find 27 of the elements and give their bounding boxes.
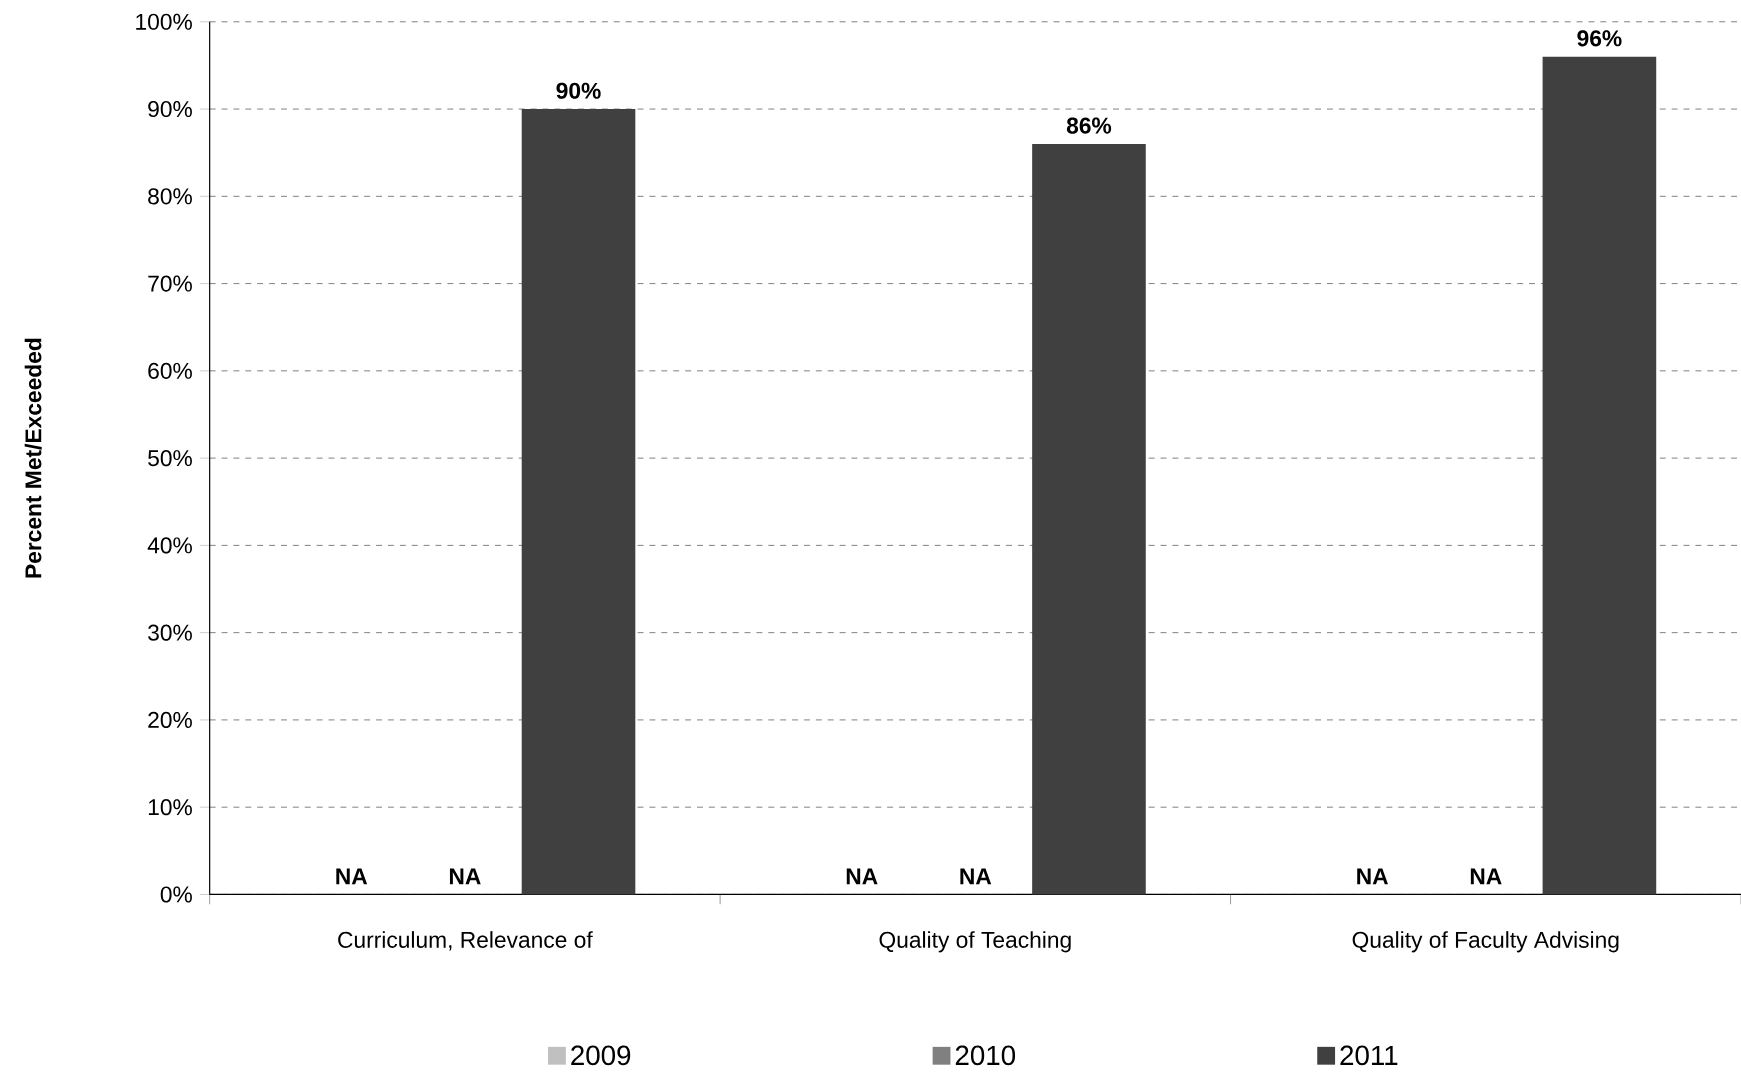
x-tick-label: Quality of Teaching (879, 931, 1071, 953)
legend-label: 2009 (571, 1045, 631, 1066)
text: NA (336, 868, 368, 885)
y-tick-label: 40% (147, 537, 192, 554)
data-label: 86% (1066, 117, 1112, 134)
text: NA (1357, 868, 1388, 885)
legend-label: 2010 (955, 1045, 1016, 1066)
data-label: 96% (1577, 30, 1622, 47)
text: NA (846, 868, 878, 885)
legend-label: 2011 (1340, 1045, 1398, 1066)
y-tick-label: 10% (148, 799, 192, 816)
x-tick-label: Quality of Faculty Advising (1352, 931, 1619, 953)
y-tick-label: 30% (148, 624, 192, 641)
text: NA (449, 868, 481, 885)
y-tick-label: 0% (160, 886, 192, 903)
y-tick-label: 90% (148, 101, 192, 118)
y-axis-title: Percent Met/Exceeded (24, 338, 42, 578)
y-tick-label: 20% (148, 711, 192, 729)
text: NA (1470, 868, 1502, 885)
y-tick-label: 70% (148, 275, 192, 292)
text: NA (960, 868, 992, 885)
x-tick-label: Curriculum, Relevance of (338, 931, 593, 951)
y-tick-label: 50% (148, 450, 192, 467)
y-tick-label: 80% (148, 188, 192, 205)
data-label: 90% (556, 82, 601, 99)
y-tick-label: 100% (136, 13, 192, 30)
y-tick-label: 60% (148, 362, 192, 380)
